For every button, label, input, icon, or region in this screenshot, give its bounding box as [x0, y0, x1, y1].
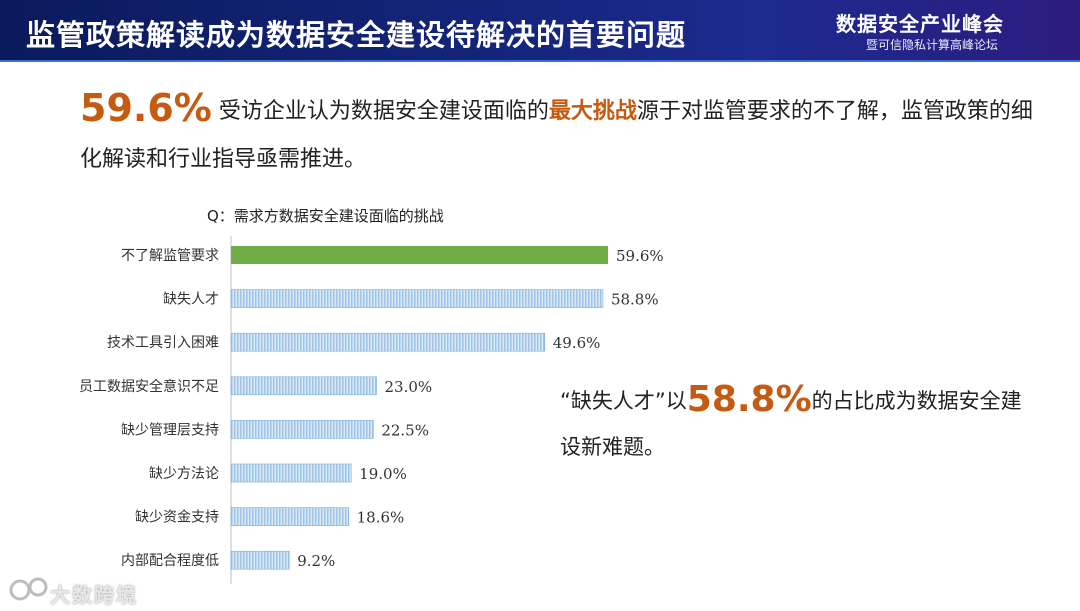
data-label: 23.0% — [384, 378, 432, 396]
callout-percent: 58.8% — [686, 379, 812, 420]
headline-percent: 59.6% — [80, 86, 212, 130]
bar — [230, 550, 290, 570]
bar — [230, 289, 604, 308]
category-label: 员工数据安全意识不足 — [79, 378, 219, 395]
headline-emphasis: 最大挑战 — [548, 99, 637, 124]
data-label: 19.0% — [359, 465, 407, 483]
data-label: 22.5% — [381, 421, 429, 439]
category-label: 缺少方法论 — [149, 466, 219, 482]
summit-name: 数据安全产业峰会 — [836, 12, 1004, 36]
callout-text: “缺失人才”以58.8%的占比成为数据安全建设新难题。 — [560, 377, 1040, 470]
chart-title: Q：需求方数据安全建设面临的挑战 — [207, 207, 444, 225]
category-label: 缺失人才 — [163, 292, 219, 308]
watermark-text: 大数跨境 — [50, 583, 138, 607]
category-label: 缺少资金支持 — [135, 510, 219, 526]
headline-text-before: 受访企业认为数据安全建设面临的 — [218, 99, 549, 124]
data-label: 49.6% — [553, 334, 601, 352]
data-label: 58.8% — [611, 291, 659, 309]
bar — [230, 463, 352, 483]
category-label: 不了解监管要求 — [121, 248, 219, 264]
data-label: 59.6% — [616, 247, 664, 265]
page-title: 监管政策解读成为数据安全建设待解决的首要问题 — [26, 18, 687, 52]
bar — [230, 420, 374, 439]
category-label: 缺少管理层支持 — [121, 422, 219, 438]
header-banner: 监管政策解读成为数据安全建设待解决的首要问题 数据安全产业峰会 暨可信隐私计算高… — [0, 0, 1080, 62]
headline-text-after: 源于对监管要求的不了解，监管政策的细化解读和行业指导亟需推进。 — [80, 99, 1033, 172]
callout-quote: “缺失人才”以 — [560, 389, 687, 413]
category-label: 技术工具引入困难 — [107, 335, 219, 351]
watermark-logo-icon — [9, 577, 48, 601]
bar — [230, 332, 546, 352]
data-label: 9.2% — [297, 552, 335, 570]
category-label: 内部配合程度低 — [121, 553, 219, 569]
bar — [230, 376, 377, 396]
data-label: 18.6% — [357, 509, 405, 527]
headline-text: 59.6% 受访企业认为数据安全建设面临的最大挑战源于对监管要求的不了解，监管政… — [80, 84, 1040, 184]
callout-text-after: 的占比成为数据安全建设新难题。 — [560, 389, 1022, 459]
summit-subtitle: 暨可信隐私计算高峰论坛 — [866, 38, 999, 52]
bar — [231, 246, 608, 264]
bar — [230, 507, 349, 526]
